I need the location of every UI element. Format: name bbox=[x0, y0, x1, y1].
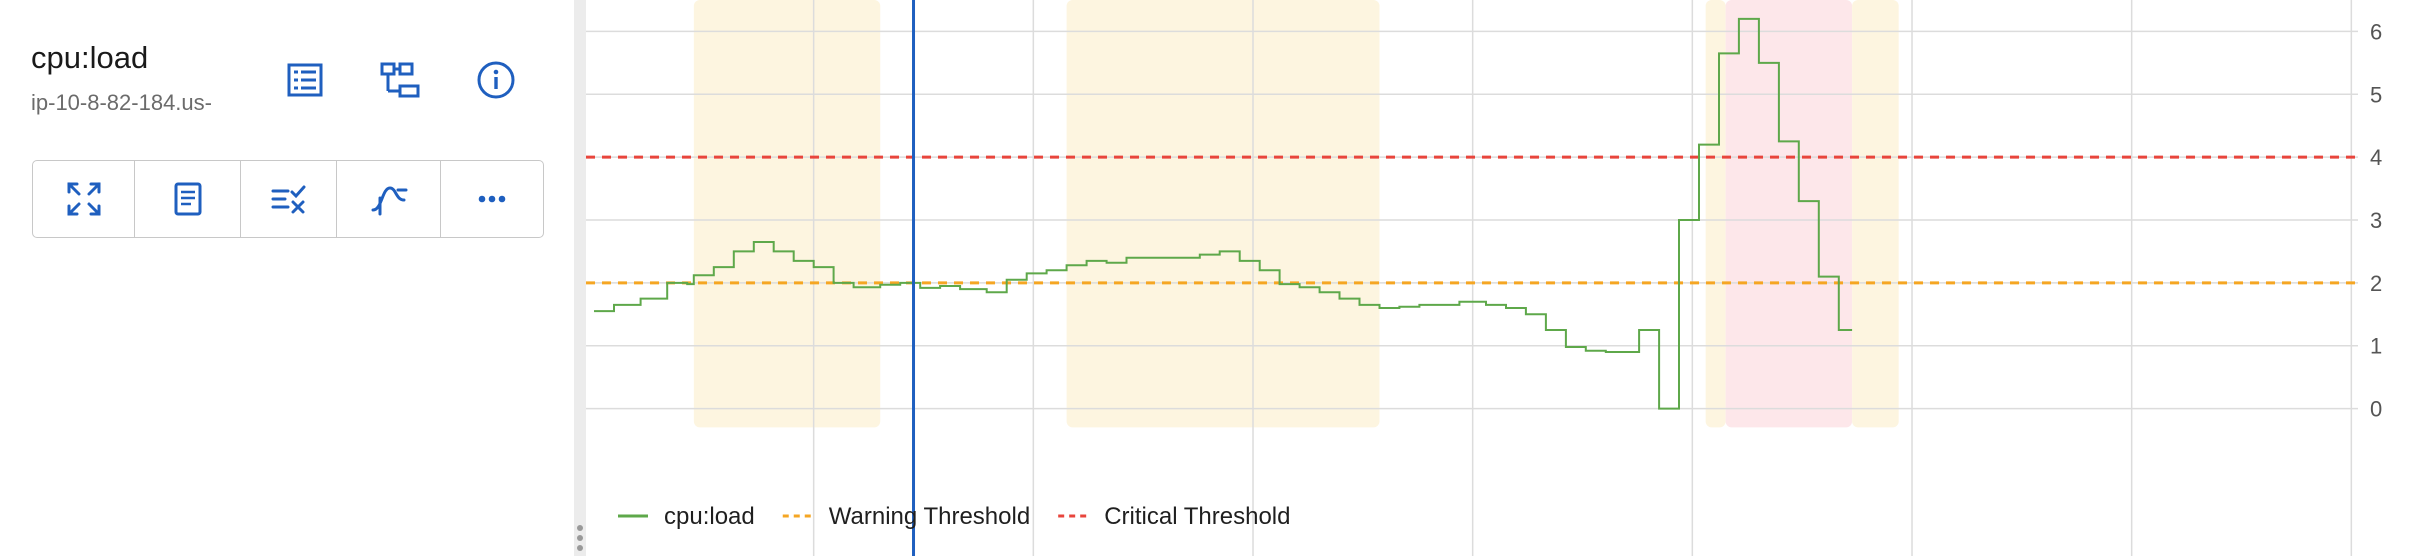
info-icon[interactable] bbox=[474, 58, 518, 102]
highlight-band-critical bbox=[1725, 0, 1853, 428]
metric-host: ip-10-8-82-184.us- bbox=[31, 90, 212, 115]
document-icon bbox=[174, 182, 201, 216]
legend-entry[interactable]: Critical Threshold bbox=[1104, 503, 1290, 530]
y-tick-label: 0 bbox=[2370, 397, 2382, 422]
expand-icon bbox=[67, 182, 100, 216]
y-tick-label: 6 bbox=[2370, 19, 2382, 44]
filter-check-icon bbox=[271, 185, 305, 214]
cpu-load-chart[interactable]: 0 1 2 3 4 5 6 cpu:load Warning Threshold Critical… bbox=[586, 0, 2426, 556]
highlight-band-warning bbox=[1705, 0, 1726, 428]
panel-toolbar bbox=[32, 160, 544, 238]
y-tick-label: 2 bbox=[2370, 271, 2382, 296]
y-tick-label: 5 bbox=[2370, 82, 2382, 107]
metric-title: cpu:load bbox=[31, 40, 149, 75]
more-icon bbox=[478, 195, 506, 203]
legend-entry[interactable]: cpu:load bbox=[664, 503, 755, 530]
legend-entry[interactable]: Warning Threshold bbox=[829, 503, 1030, 530]
expand-button[interactable] bbox=[33, 161, 135, 237]
highlight-band-warning bbox=[1852, 0, 1899, 428]
metric-panel: cpu:load ip-10-8-82-184.us- bbox=[0, 0, 574, 556]
more-button[interactable] bbox=[441, 161, 543, 237]
panel-splitter[interactable] bbox=[574, 0, 586, 556]
hierarchy-icon[interactable] bbox=[378, 58, 422, 102]
y-tick-label: 1 bbox=[2370, 334, 2382, 359]
filter-check-button[interactable] bbox=[241, 161, 337, 237]
list-icon[interactable] bbox=[283, 58, 327, 102]
y-tick-label: 4 bbox=[2370, 145, 2382, 170]
smooth-curve-button[interactable] bbox=[337, 161, 441, 237]
cpu-load-series-line bbox=[594, 17, 1853, 410]
document-button[interactable] bbox=[135, 161, 241, 237]
chart-area: 0 1 2 3 4 5 6 cpu:load Warning Threshold Critical… bbox=[586, 0, 2426, 556]
smooth-curve-icon bbox=[371, 186, 407, 216]
highlight-band-warning bbox=[1066, 0, 1380, 428]
y-tick-label: 3 bbox=[2370, 208, 2382, 233]
drag-handle-icon[interactable] bbox=[576, 522, 584, 556]
highlight-band-warning bbox=[693, 0, 881, 428]
